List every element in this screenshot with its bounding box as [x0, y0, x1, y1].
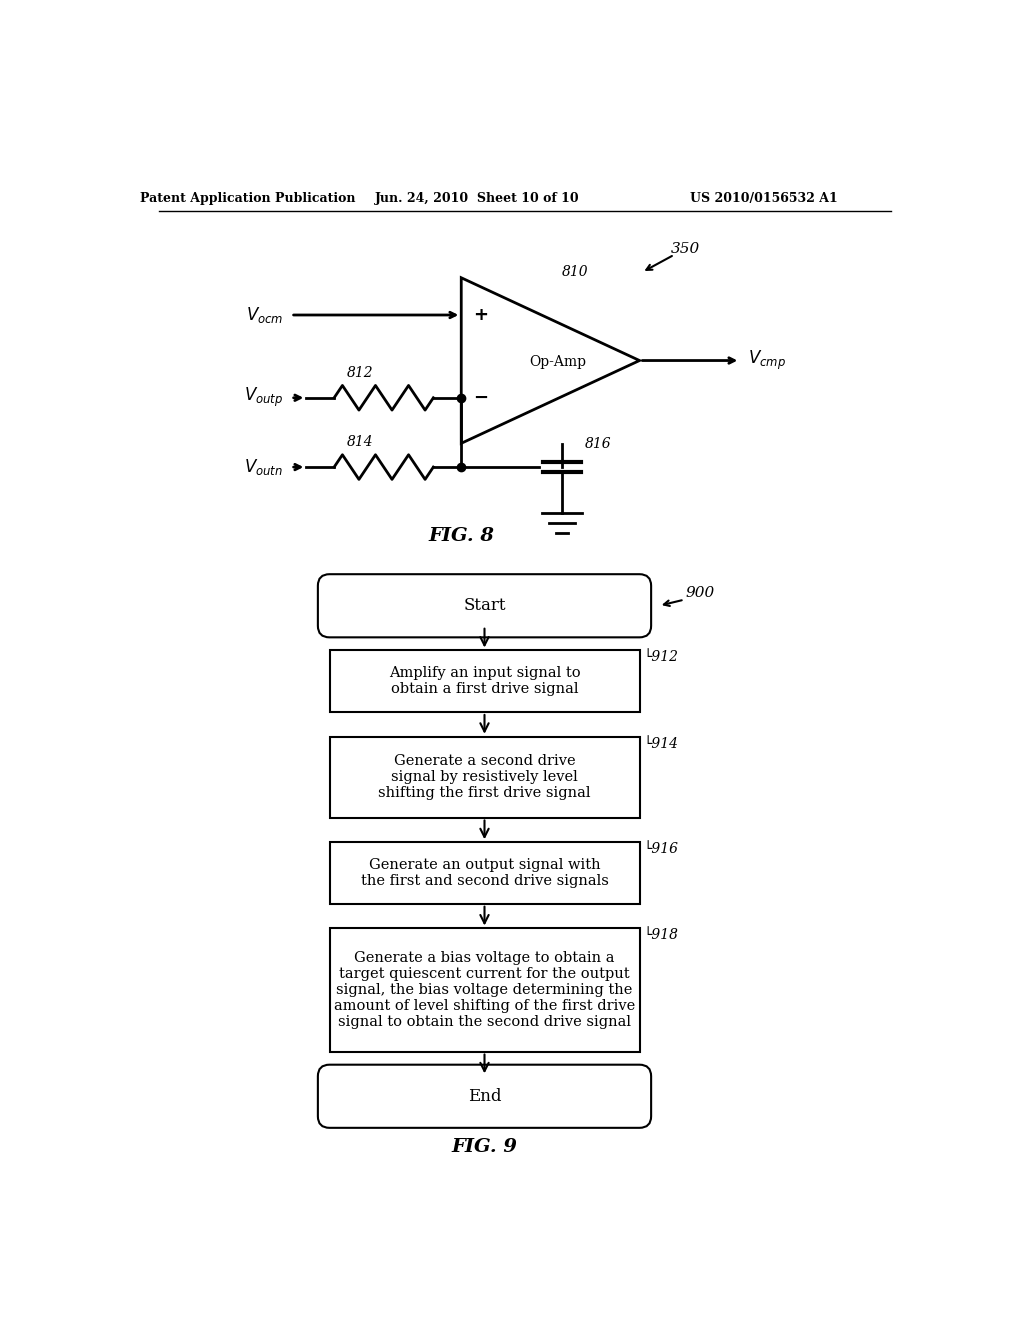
Text: $V_{cmp}$: $V_{cmp}$ — [748, 348, 786, 372]
Text: Op-Amp: Op-Amp — [529, 355, 587, 370]
Text: End: End — [468, 1088, 502, 1105]
Text: 900: 900 — [686, 586, 715, 601]
Text: Generate a bias voltage to obtain a
target quiescent current for the output
sign: Generate a bias voltage to obtain a targ… — [334, 950, 635, 1030]
Bar — [330, 737, 640, 817]
Text: FIG. 8: FIG. 8 — [428, 527, 495, 545]
Text: Patent Application Publication: Patent Application Publication — [140, 191, 356, 205]
FancyBboxPatch shape — [317, 574, 651, 638]
FancyBboxPatch shape — [317, 1065, 651, 1127]
Text: 814: 814 — [347, 436, 374, 449]
Text: └918: └918 — [643, 928, 678, 942]
Text: Generate a second drive
signal by resistively level
shifting the first drive sig: Generate a second drive signal by resist… — [378, 754, 591, 800]
Text: 816: 816 — [586, 437, 612, 451]
Text: −: − — [473, 389, 488, 407]
Text: 350: 350 — [671, 243, 699, 256]
Bar — [330, 651, 640, 711]
Text: 812: 812 — [347, 366, 374, 380]
Text: └916: └916 — [643, 842, 678, 857]
Bar — [330, 928, 640, 1052]
Bar — [330, 842, 640, 904]
Text: +: + — [473, 306, 487, 323]
Text: └912: └912 — [643, 651, 678, 664]
Text: Generate an output signal with
the first and second drive signals: Generate an output signal with the first… — [360, 858, 608, 888]
Text: Jun. 24, 2010  Sheet 10 of 10: Jun. 24, 2010 Sheet 10 of 10 — [375, 191, 579, 205]
Text: Start: Start — [463, 597, 506, 614]
Text: $V_{outn}$: $V_{outn}$ — [244, 457, 283, 477]
Text: 810: 810 — [562, 265, 589, 280]
Text: US 2010/0156532 A1: US 2010/0156532 A1 — [689, 191, 838, 205]
Text: $V_{ocm}$: $V_{ocm}$ — [246, 305, 283, 325]
Text: $V_{outp}$: $V_{outp}$ — [244, 387, 283, 409]
Text: FIG. 9: FIG. 9 — [452, 1138, 517, 1156]
Text: Amplify an input signal to
obtain a first drive signal: Amplify an input signal to obtain a firs… — [389, 667, 581, 697]
Text: └914: └914 — [643, 737, 678, 751]
